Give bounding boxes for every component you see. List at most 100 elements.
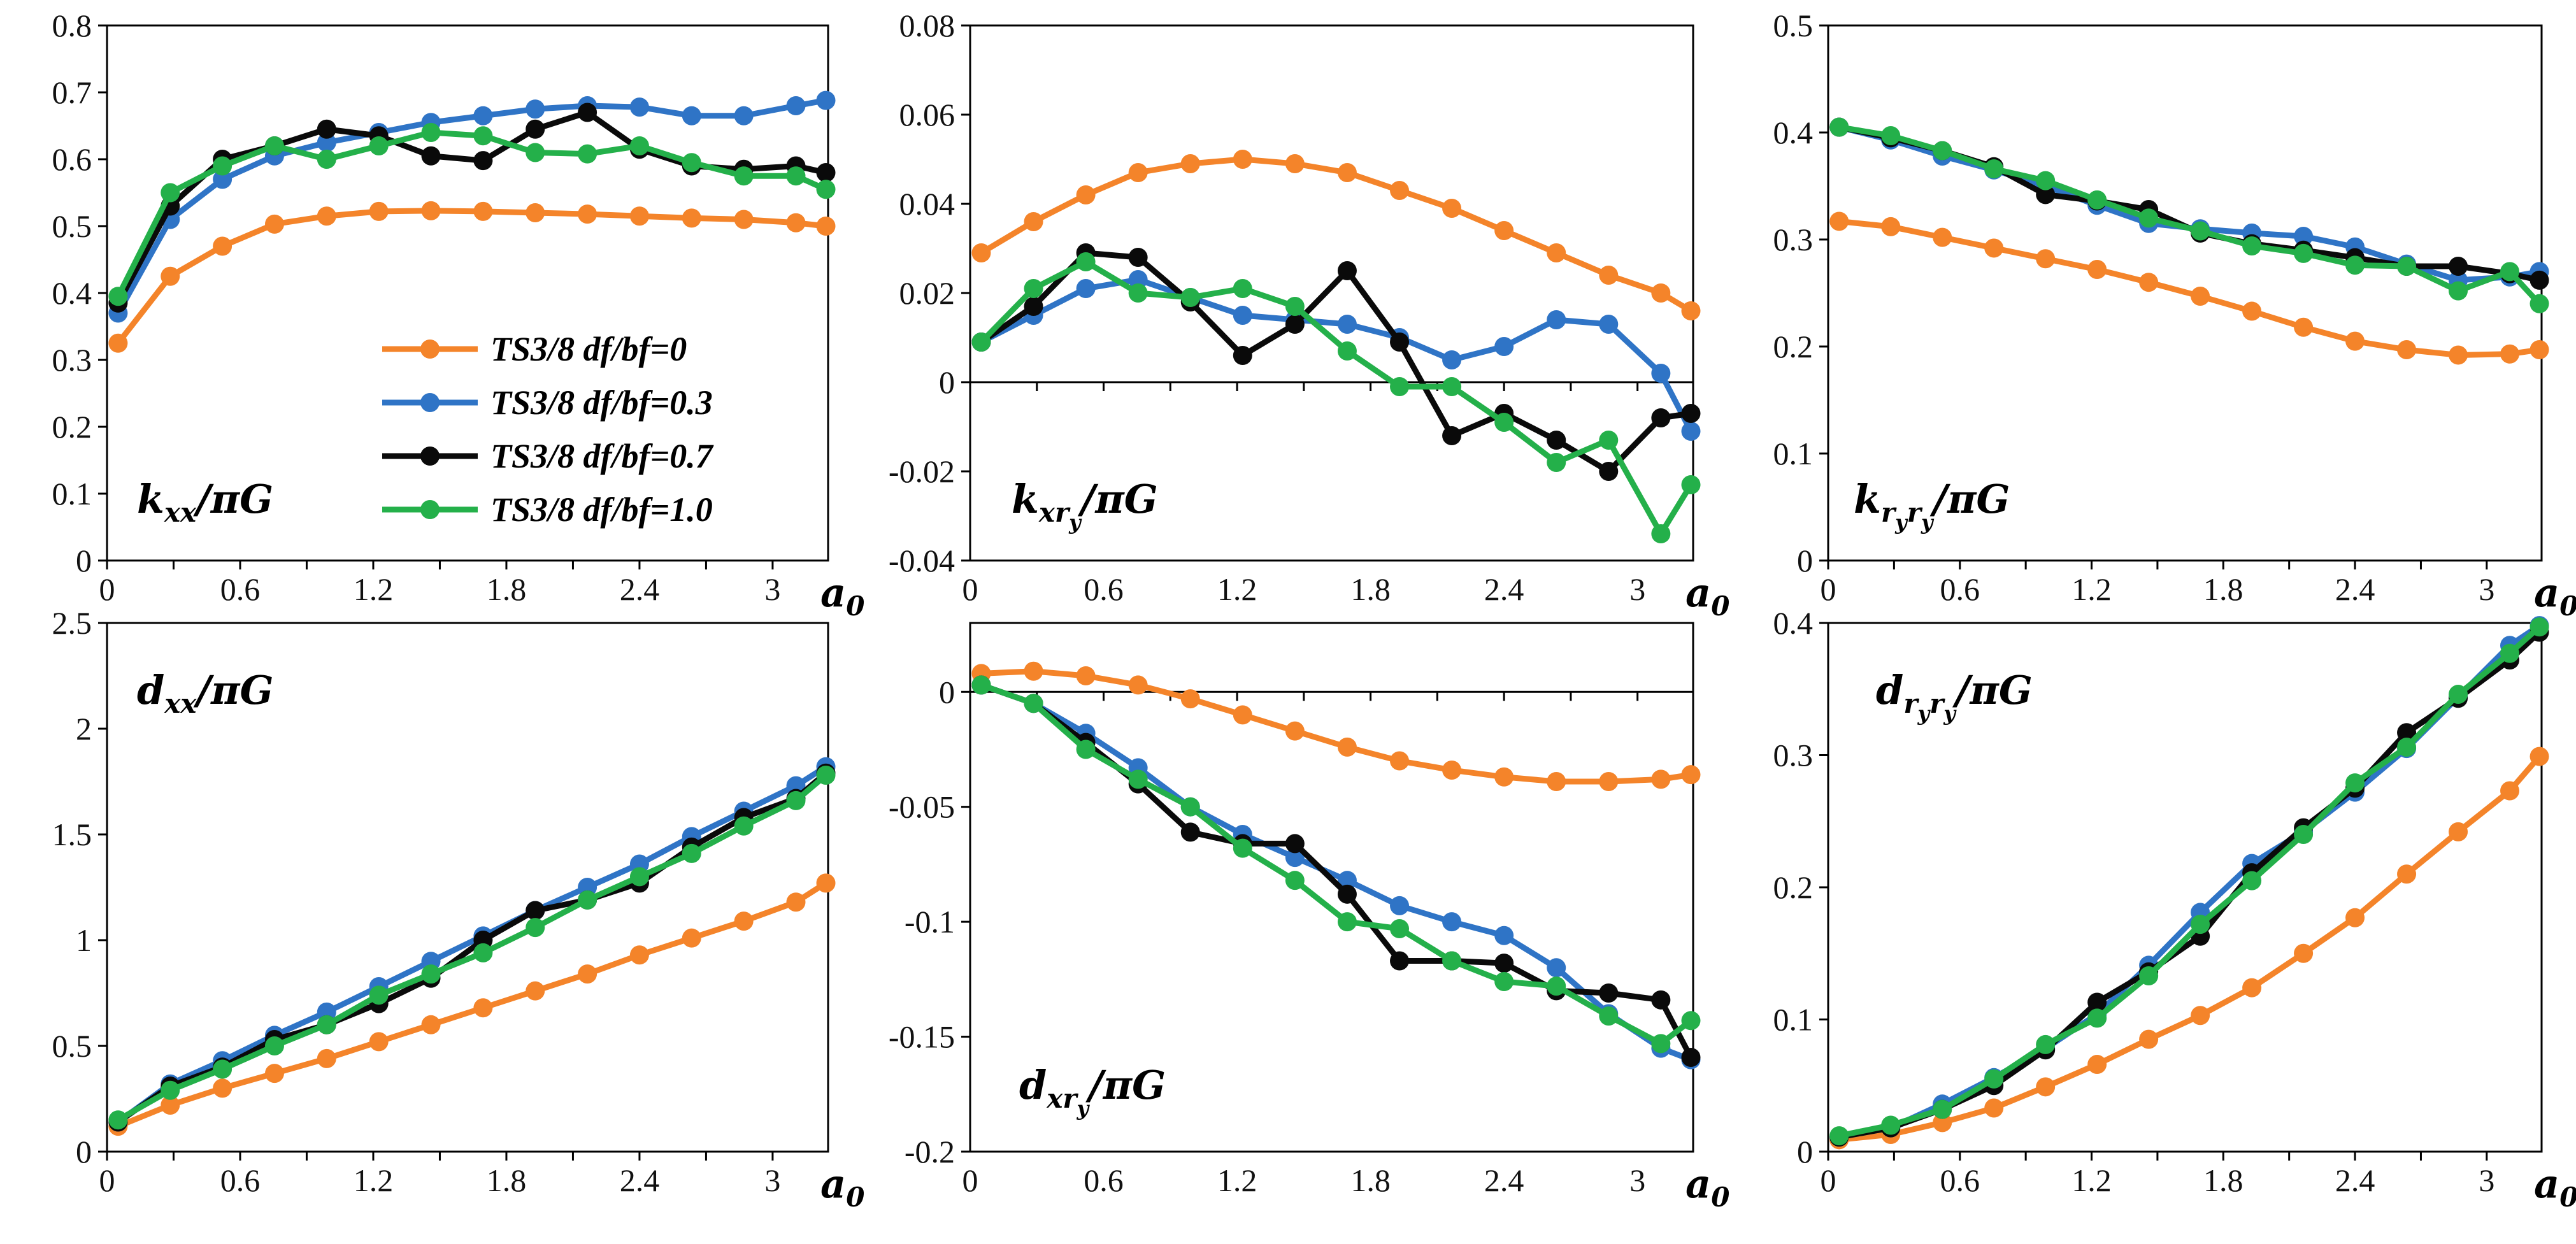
y-tick-label: 2 xyxy=(76,711,92,747)
data-point xyxy=(1494,767,1514,787)
data-point xyxy=(1024,279,1043,298)
data-point xyxy=(2087,1008,2107,1028)
data-point xyxy=(1442,426,1462,445)
data-point xyxy=(1681,1048,1701,1068)
y-tick-label: 0.2 xyxy=(1773,329,1814,364)
panel-title: kxx/πG xyxy=(137,476,273,528)
data-point xyxy=(108,1110,128,1130)
x-tick-label: 1.2 xyxy=(354,1162,394,1198)
data-point xyxy=(1128,163,1148,182)
data-point xyxy=(2449,345,2468,365)
data-point xyxy=(473,201,493,221)
data-point xyxy=(1390,181,1410,200)
series-line-2 xyxy=(115,110,829,306)
data-point xyxy=(2345,331,2365,351)
x-tick-label: 3 xyxy=(2479,571,2494,607)
plot-frame xyxy=(969,622,1694,1153)
data-point xyxy=(1337,871,1357,890)
data-point xyxy=(2294,226,2314,246)
data-point xyxy=(1442,199,1462,218)
panel-kxx: 0 0.1 0.2 0.3 0.4 0.5 0.6 0.7 0.8 0 0.6 1.2 1.8 2.4 3 a… xyxy=(52,8,865,622)
y-tick-label: 0.2 xyxy=(1773,869,1814,905)
x-tick-label: 1.2 xyxy=(1217,1162,1257,1198)
data-point xyxy=(161,266,180,286)
data-point xyxy=(1285,315,1305,334)
data-point xyxy=(1233,279,1252,298)
data-point xyxy=(2529,617,2549,637)
data-point xyxy=(1285,834,1305,854)
data-point xyxy=(1233,346,1252,365)
data-point xyxy=(971,675,991,695)
y-tick-label: 0.1 xyxy=(52,476,92,511)
x-axis-label: a0 xyxy=(2534,569,2576,622)
data-point xyxy=(1024,694,1043,713)
data-point xyxy=(2500,643,2520,663)
panel-title: dryry/πG xyxy=(1876,667,2033,726)
data-point xyxy=(1494,337,1514,356)
data-point xyxy=(1128,270,1148,289)
data-point xyxy=(317,119,336,139)
y-tick-label: -0.04 xyxy=(889,543,955,578)
data-point xyxy=(317,1015,336,1034)
series-line-0 xyxy=(115,208,829,347)
data-point xyxy=(2036,171,2056,190)
data-point xyxy=(161,1095,180,1115)
data-point xyxy=(1024,212,1043,231)
data-point xyxy=(2449,257,2468,276)
y-tick-label: 0.4 xyxy=(1773,115,1814,150)
y-tick-label: 0.02 xyxy=(899,275,955,311)
data-point xyxy=(1881,1115,1901,1135)
data-point xyxy=(1180,288,1200,307)
data-point xyxy=(1233,150,1252,169)
data-point xyxy=(2294,943,2314,963)
data-point xyxy=(421,964,441,984)
y-tick-label: 0.2 xyxy=(52,409,92,445)
data-point xyxy=(1442,350,1462,369)
data-point xyxy=(264,136,284,155)
x-tick-label: 2.4 xyxy=(1484,571,1524,607)
x-tick-label: 1.2 xyxy=(2072,571,2112,607)
data-point xyxy=(2087,992,2107,1012)
data-point xyxy=(473,151,493,171)
data-point xyxy=(369,985,389,1005)
data-point xyxy=(2139,1029,2159,1049)
data-point xyxy=(1829,1126,1849,1146)
legend-marker-1 xyxy=(420,393,440,412)
y-tick-label: 0.06 xyxy=(899,97,955,132)
data-point xyxy=(1076,740,1096,759)
legend-label-3: TS3/8 df/bf=1.0 xyxy=(490,490,713,529)
panel-dxry: -0.2 -0.15 -0.1 -0.05 0 0 0.6 1.2 1.8 2.4 3 a0 dxry/… xyxy=(889,622,1729,1213)
data-point xyxy=(526,99,545,119)
data-point xyxy=(1390,919,1410,938)
data-point xyxy=(1390,951,1410,971)
data-point xyxy=(1829,211,1849,231)
data-point xyxy=(2397,340,2417,360)
data-point xyxy=(1933,1113,1952,1133)
x-tick-label: 0.6 xyxy=(220,1162,261,1198)
data-point xyxy=(1233,306,1252,325)
data-point xyxy=(682,928,701,948)
y-tick-label: 0.5 xyxy=(52,1028,92,1064)
legend-label-2: TS3/8 df/bf=0.7 xyxy=(490,437,714,475)
y-tick-label: 0 xyxy=(76,1134,92,1169)
data-point xyxy=(1285,154,1305,173)
x-tick-label: 2.4 xyxy=(2335,571,2375,607)
data-point xyxy=(629,136,649,155)
data-point xyxy=(1128,675,1148,695)
data-point xyxy=(1984,159,2004,179)
data-point xyxy=(1076,185,1096,204)
x-tick-label: 3 xyxy=(1629,1162,1645,1198)
data-point xyxy=(526,119,545,139)
data-point xyxy=(2242,301,2262,321)
data-point xyxy=(213,169,233,189)
series-line-0 xyxy=(1836,754,2543,1143)
data-point xyxy=(317,150,336,169)
y-tick-label: 0.6 xyxy=(52,141,92,177)
data-point xyxy=(682,153,701,173)
data-point xyxy=(1494,971,1514,991)
data-point xyxy=(1599,772,1619,791)
x-tick-label: 1.2 xyxy=(2072,1162,2112,1198)
data-point xyxy=(2294,825,2314,844)
x-tick-label: 0 xyxy=(962,1162,978,1198)
